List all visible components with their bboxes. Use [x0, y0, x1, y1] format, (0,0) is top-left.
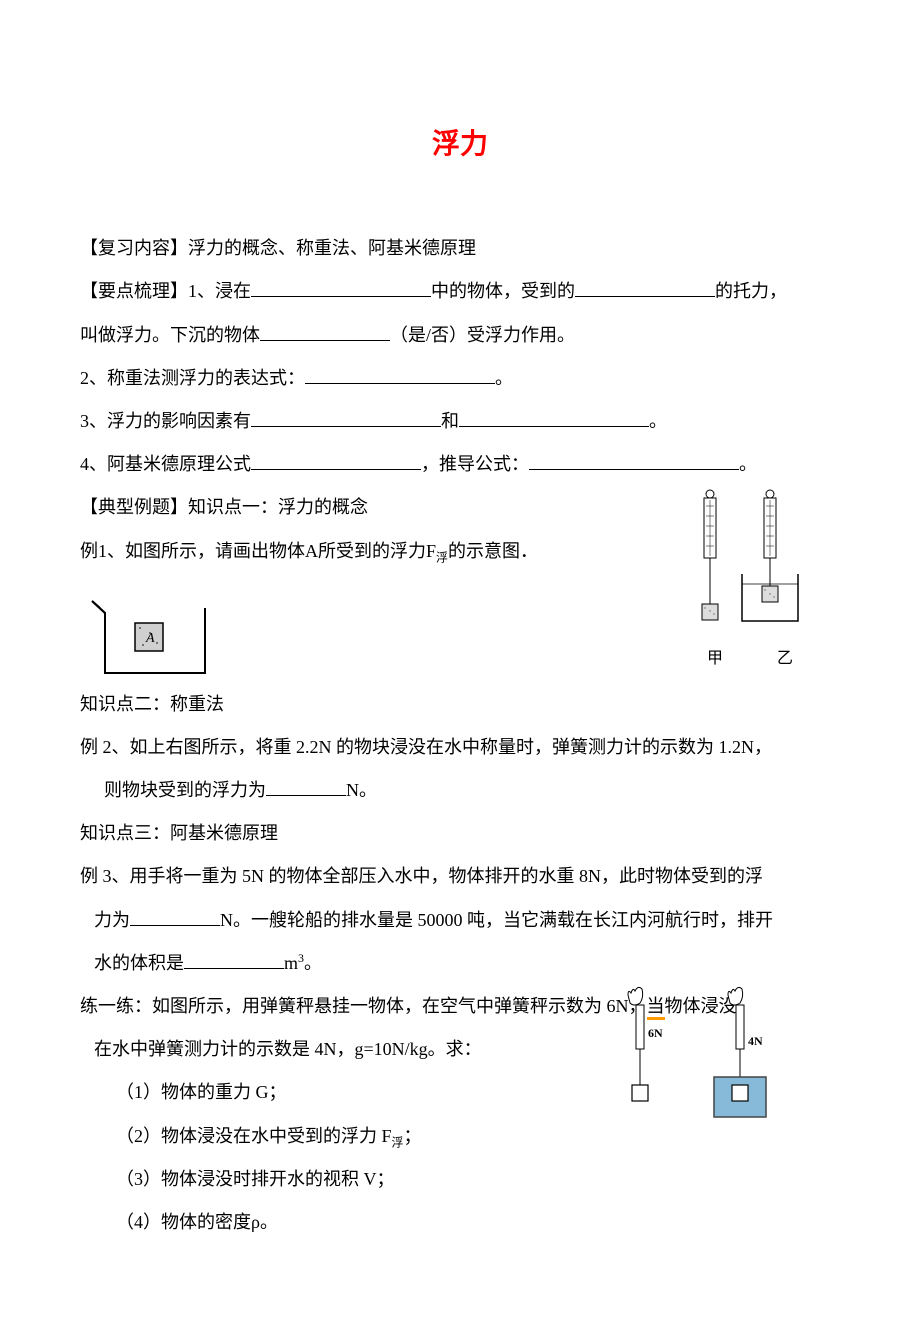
knowledge-point-2: 知识点二：称重法: [80, 683, 840, 726]
text: （是/否）受浮力作用。: [390, 325, 575, 345]
spring-scales-figure: 甲 乙: [680, 486, 820, 678]
point-1-line-1: 【要点梳理】1、浸在 中的物体，受到的 的托力，: [80, 270, 840, 313]
subscript: 浮: [436, 550, 448, 564]
text: 的示意图．: [448, 541, 538, 561]
text: 。: [739, 454, 757, 474]
example-2-line-2: 则物块受到的浮力为 N。: [80, 769, 840, 812]
text: m: [284, 953, 298, 973]
beaker-figure: A: [80, 593, 220, 683]
point-1-line-2: 叫做浮力。下沉的物体 （是/否）受浮力作用。: [80, 314, 840, 357]
spring-scale-right: [742, 490, 798, 621]
blank-yesno[interactable]: [260, 340, 390, 341]
question-1: （1）物体的重力 G；: [80, 1071, 840, 1114]
blank-formula[interactable]: [305, 383, 495, 384]
blank-volume[interactable]: [184, 968, 284, 969]
example-3-line-1: 例 3、用手将一重为 5N 的物体全部压入水中，物体排开的水重 8N，此时物体受…: [80, 855, 840, 898]
review-heading: 【复习内容】浮力的概念、称重法、阿基米德原理: [80, 227, 840, 270]
example-3-line-3: 水的体积是m3。: [80, 942, 840, 985]
example-2-line-1: 例 2、如上右图所示，将重 2.2N 的物块浸没在水中称量时，弹簧测力计的示数为…: [80, 726, 840, 769]
text: 2、称重法测浮力的表达式：: [80, 368, 305, 388]
text: 则物块受到的浮力为: [104, 780, 266, 800]
svg-text:4N: 4N: [748, 1034, 763, 1048]
blank-factor2[interactable]: [459, 426, 649, 427]
text: 。: [495, 368, 513, 388]
text: 例1、如图所示，请画出物体A所受到的浮力F: [80, 541, 436, 561]
question-2: （2）物体浸没在水中受到的浮力 F浮；: [80, 1115, 840, 1158]
spring-scale-left: [702, 490, 718, 620]
text: （2）物体浸没在水中受到的浮力 F: [116, 1126, 392, 1146]
text: 中的物体，受到的: [431, 281, 575, 301]
label-yi: 乙: [777, 640, 793, 678]
content-area: 【复习内容】浮力的概念、称重法、阿基米德原理 【要点梳理】1、浸在 中的物体，受到…: [80, 227, 840, 1244]
blank-derived[interactable]: [529, 469, 739, 470]
example-3-line-2: 力为 N。一艘轮船的排水量是 50000 吨，当它满载在长江内河航行时，排开: [80, 899, 840, 942]
points-label: 【要点梳理】: [80, 281, 188, 301]
blank-upward[interactable]: [575, 296, 715, 297]
text: 1、浸在: [188, 281, 251, 301]
blank-archimedes[interactable]: [251, 469, 421, 470]
text: 3、浮力的影响因素有: [80, 411, 251, 431]
practice-section: 练一练：如图所示，用弹簧秤悬挂一物体，在空气中弹簧秤示数为 6N，当物体浸没 在…: [80, 985, 840, 1244]
text: N。一艘轮船的排水量是 50000 吨，当它满载在长江内河航行时，排开: [220, 910, 773, 930]
svg-text:6N: 6N: [648, 1026, 663, 1040]
example-1-section: 【典型例题】知识点一：浮力的概念 例1、如图所示，请画出物体A所受到的浮力F浮的…: [80, 486, 840, 682]
text: N。: [346, 780, 377, 800]
text: 力为: [94, 910, 130, 930]
question-3: （3）物体浸没时排开水的视积 V；: [80, 1158, 840, 1201]
subscript: 浮: [392, 1135, 404, 1149]
text: 的托力，: [715, 281, 787, 301]
text: 练一练：如图所示，用弹簧秤悬挂一物体，在空气中弹簧秤示数为 6N，: [80, 996, 647, 1016]
point-2: 2、称重法测浮力的表达式： 。: [80, 357, 840, 400]
point-4: 4、阿基米德原理公式 ，推导公式： 。: [80, 443, 840, 486]
text: 。: [304, 953, 322, 973]
spring-scales-svg: [680, 486, 810, 636]
knowledge-point-3: 知识点三：阿基米德原理: [80, 812, 840, 855]
text: 水的体积是: [94, 953, 184, 973]
text: 和: [441, 411, 459, 431]
blank-factor1[interactable]: [251, 426, 441, 427]
blank-buoyancy-2[interactable]: [130, 925, 220, 926]
text: 。: [649, 411, 667, 431]
text: ，推导公式：: [421, 454, 529, 474]
blank-liquid[interactable]: [251, 296, 431, 297]
label-jia: 甲: [707, 640, 723, 678]
point-3: 3、浮力的影响因素有 和 。: [80, 400, 840, 443]
page-title: 浮力: [80, 110, 840, 177]
figure-labels: 甲 乙: [680, 640, 820, 678]
text: ；: [404, 1126, 422, 1146]
blank-buoyancy-1[interactable]: [266, 795, 346, 796]
question-4: （4）物体的密度ρ。: [80, 1201, 840, 1244]
text: 叫做浮力。下沉的物体: [80, 325, 260, 345]
text: 4、阿基米德原理公式: [80, 454, 251, 474]
